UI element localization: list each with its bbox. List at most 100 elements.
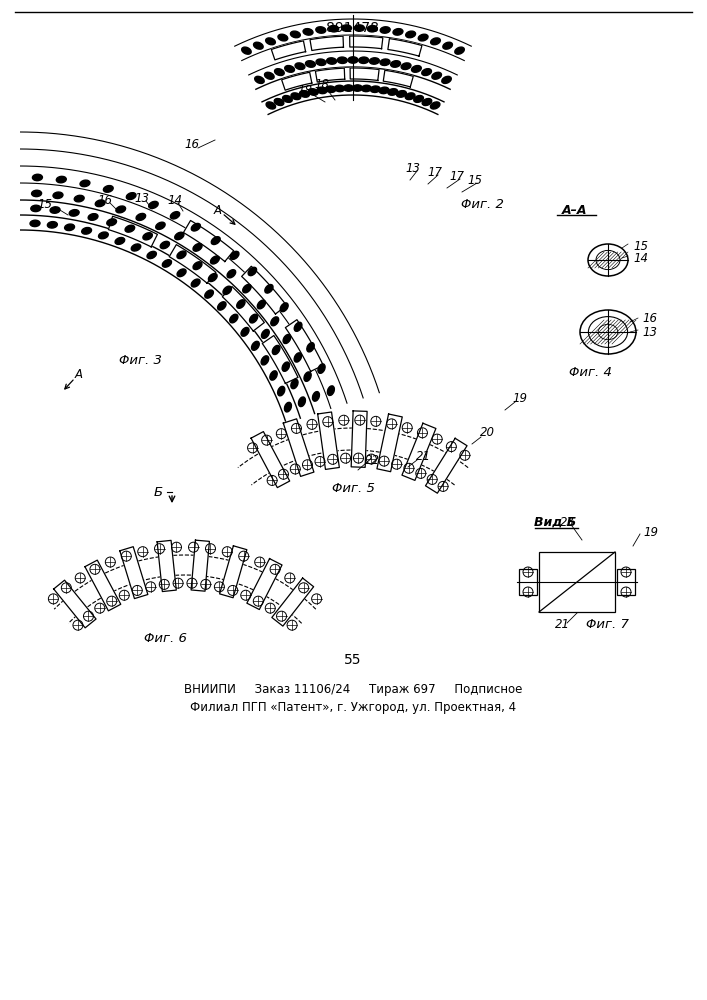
Text: 18: 18	[298, 84, 312, 97]
Text: Вид Б: Вид Б	[534, 516, 576, 528]
Ellipse shape	[241, 327, 249, 336]
Polygon shape	[402, 423, 436, 480]
Text: 55: 55	[344, 653, 362, 667]
Polygon shape	[119, 547, 148, 599]
Polygon shape	[350, 36, 383, 49]
Ellipse shape	[163, 260, 172, 267]
Polygon shape	[383, 70, 414, 87]
Ellipse shape	[285, 66, 295, 72]
Text: 16: 16	[642, 312, 657, 324]
Polygon shape	[157, 540, 176, 592]
Polygon shape	[169, 245, 216, 283]
Ellipse shape	[47, 222, 57, 228]
Ellipse shape	[318, 364, 325, 373]
Ellipse shape	[280, 303, 288, 312]
Ellipse shape	[304, 372, 311, 381]
Ellipse shape	[250, 314, 257, 323]
Ellipse shape	[317, 87, 327, 94]
Text: 15: 15	[467, 174, 482, 186]
Ellipse shape	[397, 91, 407, 97]
Ellipse shape	[316, 27, 326, 33]
Ellipse shape	[136, 213, 146, 220]
Polygon shape	[310, 36, 344, 51]
Ellipse shape	[74, 195, 84, 202]
Text: 20: 20	[479, 426, 494, 440]
Ellipse shape	[257, 300, 265, 309]
Ellipse shape	[388, 89, 398, 95]
Ellipse shape	[283, 96, 292, 102]
Ellipse shape	[272, 345, 280, 355]
Ellipse shape	[254, 42, 263, 49]
Text: Φиг. 7: Φиг. 7	[585, 618, 629, 632]
Ellipse shape	[391, 61, 401, 67]
Text: 17: 17	[450, 169, 464, 182]
Ellipse shape	[255, 76, 264, 83]
Ellipse shape	[291, 31, 300, 38]
Ellipse shape	[156, 222, 165, 229]
Ellipse shape	[211, 256, 219, 264]
Ellipse shape	[32, 190, 42, 197]
Text: ВНИИПИ     Заказ 11106/24     Тираж 697     Подписное: ВНИИПИ Заказ 11106/24 Тираж 697 Подписно…	[184, 684, 522, 696]
Ellipse shape	[380, 27, 390, 33]
Text: 13: 13	[406, 161, 421, 174]
Ellipse shape	[300, 91, 310, 97]
Ellipse shape	[211, 237, 220, 245]
Polygon shape	[426, 438, 467, 493]
Ellipse shape	[175, 232, 184, 240]
Ellipse shape	[193, 244, 202, 251]
Ellipse shape	[191, 279, 200, 287]
Ellipse shape	[192, 223, 200, 231]
Ellipse shape	[193, 262, 202, 270]
Ellipse shape	[147, 251, 156, 259]
Text: 21: 21	[554, 618, 570, 632]
Ellipse shape	[80, 180, 90, 187]
Polygon shape	[223, 287, 264, 331]
Ellipse shape	[368, 26, 378, 32]
Polygon shape	[281, 72, 312, 90]
Ellipse shape	[265, 285, 273, 293]
Ellipse shape	[33, 174, 42, 181]
Ellipse shape	[223, 286, 231, 294]
Polygon shape	[54, 580, 96, 628]
Text: 15: 15	[37, 198, 52, 212]
Polygon shape	[351, 411, 367, 467]
Ellipse shape	[274, 69, 284, 76]
Polygon shape	[315, 68, 345, 82]
Ellipse shape	[370, 86, 380, 92]
Ellipse shape	[143, 233, 153, 240]
Ellipse shape	[443, 42, 452, 49]
Polygon shape	[284, 419, 314, 476]
Ellipse shape	[278, 386, 285, 396]
Text: А: А	[75, 367, 83, 380]
Ellipse shape	[271, 317, 279, 326]
Ellipse shape	[170, 212, 180, 219]
Ellipse shape	[442, 76, 451, 83]
Text: Φиг. 4: Φиг. 4	[568, 365, 612, 378]
Text: Филиал ПГП «Патент», г. Ужгород, ул. Проектная, 4: Филиал ПГП «Патент», г. Ужгород, ул. Про…	[190, 702, 516, 714]
Ellipse shape	[30, 220, 40, 227]
Ellipse shape	[69, 210, 79, 216]
Text: Φиг. 5: Φиг. 5	[332, 482, 375, 494]
Polygon shape	[271, 41, 305, 60]
Ellipse shape	[50, 207, 60, 213]
Ellipse shape	[282, 362, 289, 371]
Ellipse shape	[177, 269, 186, 277]
Text: 891478: 891478	[327, 21, 380, 35]
Ellipse shape	[379, 87, 389, 94]
Ellipse shape	[242, 47, 251, 54]
Ellipse shape	[295, 63, 305, 70]
Text: 19: 19	[643, 526, 658, 538]
Ellipse shape	[148, 201, 158, 208]
Ellipse shape	[414, 96, 423, 102]
Ellipse shape	[230, 251, 239, 259]
Ellipse shape	[127, 193, 136, 200]
Text: 23: 23	[559, 516, 575, 530]
Ellipse shape	[230, 314, 238, 323]
Polygon shape	[183, 220, 234, 262]
Ellipse shape	[88, 214, 98, 220]
Ellipse shape	[98, 232, 108, 239]
Ellipse shape	[405, 93, 415, 100]
Ellipse shape	[294, 322, 302, 331]
Ellipse shape	[369, 58, 380, 64]
Text: 19: 19	[513, 391, 527, 404]
